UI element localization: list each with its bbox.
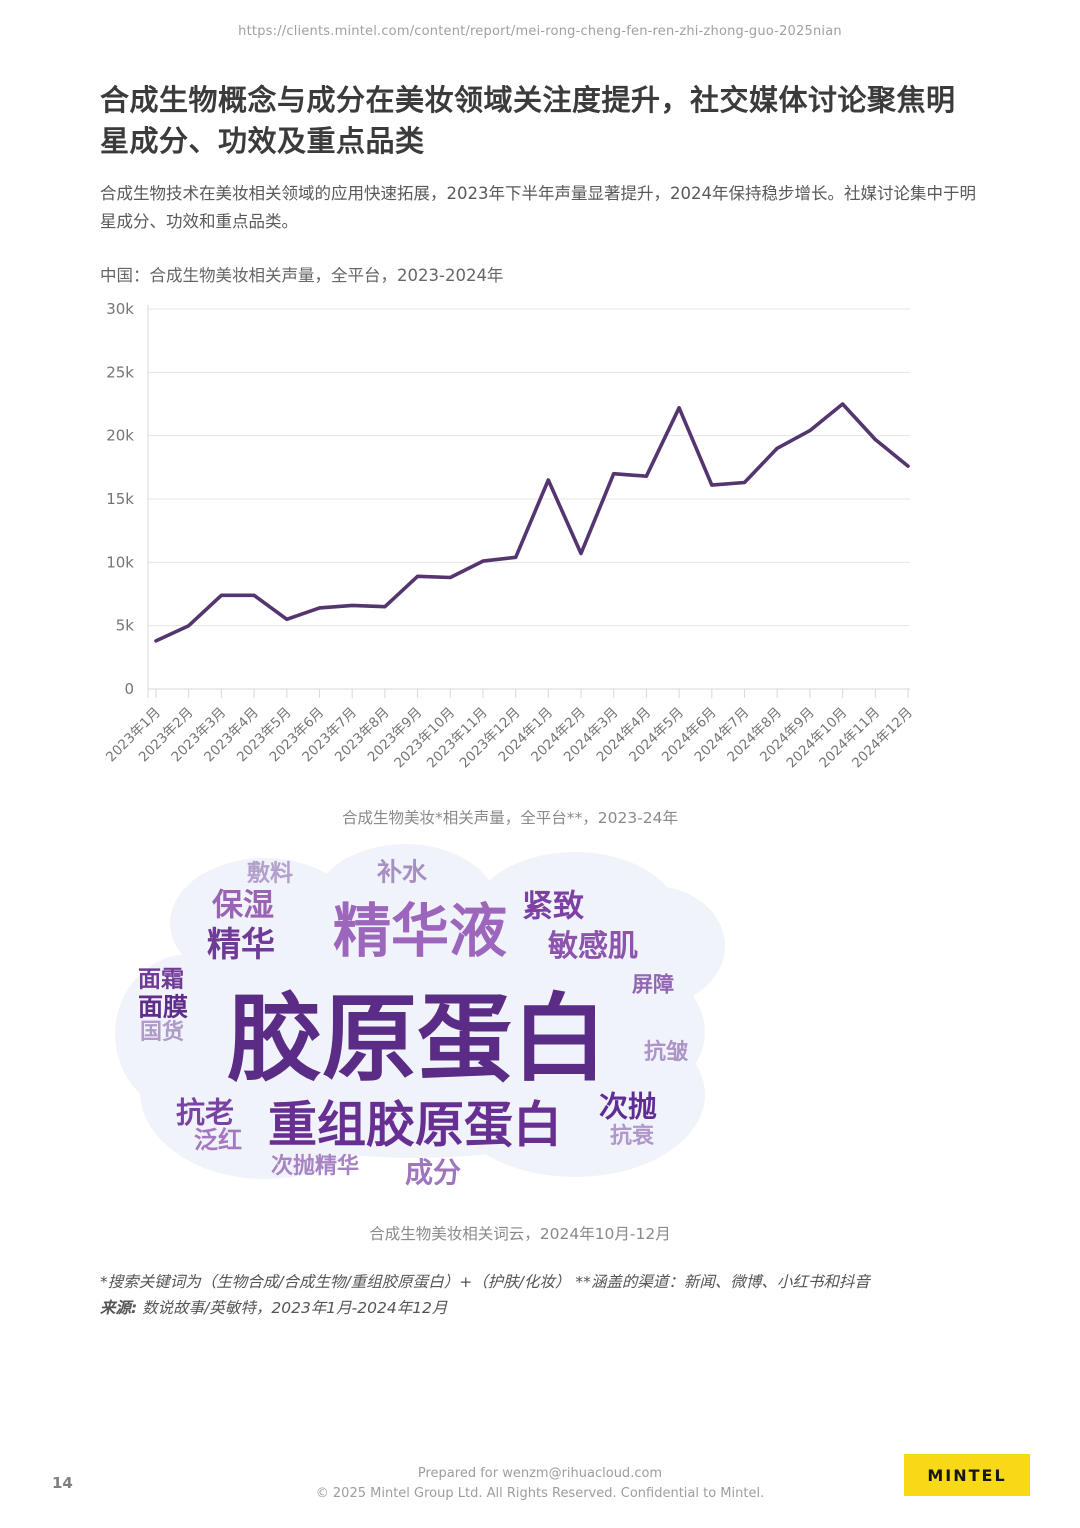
svg-text:5k: 5k [116,617,135,635]
footer-text: Prepared for wenzm@rihuacloud.com © 2025… [0,1464,1080,1504]
cloud-shape-background [445,1012,705,1178]
wordcloud-word: 泛红 [194,1126,242,1155]
wordcloud-word: 次抛精华 [270,1154,360,1180]
footnote-source: 来源: 数说故事/英敏特，2023年1月-2024年12月 [100,1296,980,1322]
svg-text:10k: 10k [106,554,134,572]
wordcloud-word: 重组胶原蛋白 [267,1096,563,1154]
cloud-shape-background [580,886,725,1007]
prepared-for-text: Prepared for wenzm@rihuacloud.com [417,1466,663,1481]
wordcloud-word: 胶原蛋白 [226,984,608,1095]
svg-text:20k: 20k [106,427,134,445]
wordcloud-word: 抗皱 [643,1040,689,1066]
wordcloud-word: 次抛 [598,1089,658,1124]
voice-volume-line-chart: 0 5k 10k 15k 20k 25k 30k 2023年1月 2023年2月 2023年3月 2… [98,298,980,798]
wordcloud: 敷料 补水保湿 精华 精华液 紧致敏感肌面霜 面膜 国货 屏障 胶原蛋白抗皱抗老 泛红 重组胶原蛋白… [115,844,725,1206]
chart-caption: 合成生物美妆*相关声量，全平台**，2023-24年 [341,809,678,828]
footnotes: *搜索关键词为（生物合成/合成生物/重组胶原蛋白）+（护肤/化妆） **涵盖的渠… [100,1270,980,1321]
wordcloud-word: 屏障 [632,972,674,997]
wordcloud-word: 面霜 [138,966,184,993]
wordcloud-word: 抗衰 [609,1124,655,1150]
wordcloud-word: 精华液 [332,897,508,966]
page-subtitle: 合成生物技术在美妆相关领域的应用快速拓展，2023年下半年声量显著提升，2024… [100,184,976,232]
svg-text:15k: 15k [106,490,134,508]
wordcloud-word: 敷料 [247,860,293,887]
wordcloud-word: 抗老 [175,1095,235,1130]
page-title: 合成生物概念与成分在美妆领域关注度提升，社交媒体讨论聚焦明星成分、功效及重点品类 [100,83,956,159]
footnote-keywords: *搜索关键词为（生物合成/合成生物/重组胶原蛋白）+（护肤/化妆） **涵盖的渠… [100,1273,870,1292]
cloud-shape-background [310,844,500,980]
page-footer: 14 Prepared for wenzm@rihuacloud.com © 2… [0,1438,1080,1528]
chart-title: 中国：合成生物美妆相关声量，全平台，2023-2024年 [100,266,504,286]
wordcloud-word: 紧致 [522,888,584,925]
wordcloud-word: 国货 [139,1020,185,1046]
content-area: 合成生物概念与成分在美妆领域关注度提升，社交媒体讨论聚焦明星成分、功效及重点品类… [100,80,980,1322]
wordcloud-word: 敏感肌 [548,929,638,965]
page-url: https://clients.mintel.com/content/repor… [238,24,842,39]
mintel-logo: MINTEL [904,1454,1030,1496]
page-number: 14 [52,1474,73,1492]
svg-text:30k: 30k [106,300,134,318]
wordcloud-word: 成分 [404,1156,462,1190]
svg-text:25k: 25k [106,364,134,382]
wordcloud-word: 保湿 [212,887,274,924]
wordcloud-caption: 合成生物美妆相关词云，2024年10月-12月 [369,1225,671,1244]
wordcloud-word: 精华 [207,925,275,966]
source-text: 数说故事/英敏特，2023年1月-2024年12月 [137,1299,448,1317]
wordcloud-word: 补水 [376,857,428,887]
copyright-text: © 2025 Mintel Group Ltd. All Rights Rese… [315,1486,765,1502]
wordcloud-word: 面膜 [137,992,189,1022]
source-label: 来源: [100,1299,138,1317]
svg-text:0: 0 [124,680,134,698]
cloud-shape-background [115,954,265,1115]
